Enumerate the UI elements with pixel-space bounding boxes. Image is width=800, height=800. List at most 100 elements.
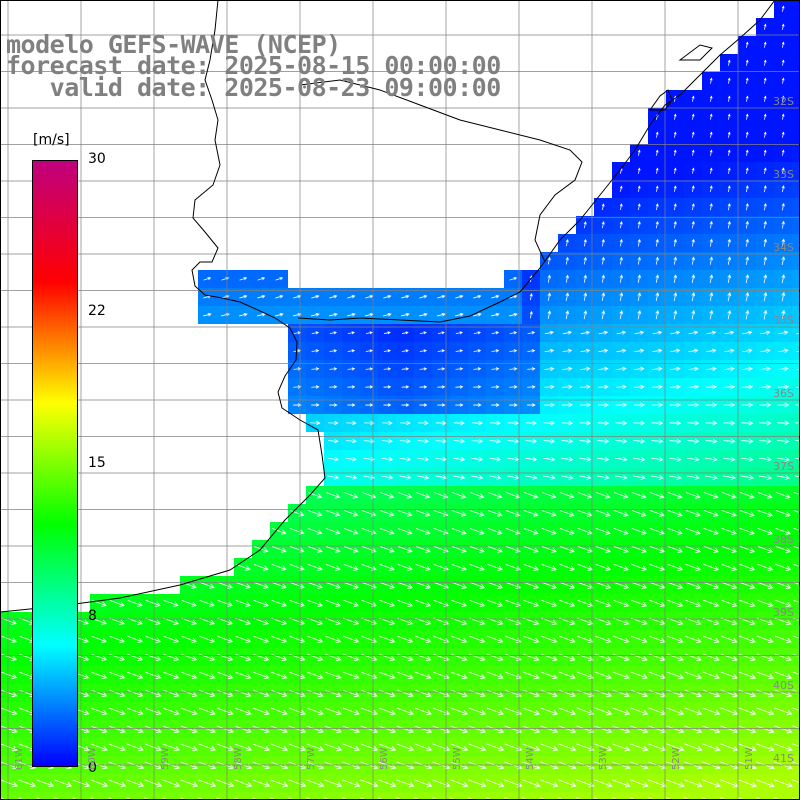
wind-arrow bbox=[414, 725, 433, 734]
field-cell bbox=[450, 792, 468, 800]
wind-arrow bbox=[669, 420, 682, 426]
wind-arrow bbox=[163, 689, 180, 698]
wind-arrow bbox=[655, 185, 659, 192]
wind-arrow bbox=[613, 563, 630, 571]
wind-arrow bbox=[745, 41, 749, 48]
wind-arrow bbox=[612, 725, 631, 734]
wind-arrow bbox=[108, 707, 126, 716]
wind-arrow bbox=[720, 671, 739, 680]
wind-arrow bbox=[36, 779, 55, 788]
wind-arrow bbox=[1, 671, 18, 679]
wind-arrow bbox=[721, 545, 738, 553]
wind-arrow bbox=[647, 797, 656, 800]
wind-arrow bbox=[652, 330, 663, 335]
wind-arrow bbox=[721, 510, 737, 517]
wind-arrow bbox=[781, 113, 785, 120]
wind-arrow bbox=[668, 474, 682, 481]
wind-arrow bbox=[361, 635, 378, 643]
wind-arrow bbox=[397, 599, 414, 607]
coastline bbox=[0, 0, 776, 613]
wind-arrow bbox=[684, 707, 703, 716]
wind-arrow bbox=[579, 474, 592, 480]
field-cell bbox=[792, 612, 800, 630]
wind-arrow bbox=[360, 743, 379, 752]
wind-arrow bbox=[775, 527, 792, 535]
wind-arrow bbox=[325, 564, 341, 571]
wind-arrow bbox=[397, 635, 414, 643]
wind-arrow bbox=[311, 349, 320, 353]
field-cell bbox=[396, 792, 414, 800]
wind-arrow bbox=[400, 312, 410, 317]
coastline-inland bbox=[299, 79, 583, 263]
wind-arrow bbox=[489, 438, 502, 444]
wind-arrow bbox=[199, 582, 215, 589]
wind-arrow bbox=[541, 599, 558, 607]
wind-arrow bbox=[739, 545, 756, 553]
wind-arrow bbox=[307, 635, 324, 643]
wind-arrow bbox=[583, 221, 587, 229]
lon-label: 51W bbox=[744, 747, 755, 770]
wind-arrow bbox=[292, 312, 302, 317]
wind-arrow bbox=[669, 438, 682, 444]
wind-arrow bbox=[145, 635, 162, 643]
wind-arrow bbox=[542, 492, 557, 499]
wind-arrow bbox=[289, 581, 305, 589]
wind-arrow bbox=[469, 599, 486, 607]
colorbar bbox=[32, 160, 78, 767]
wind-arrow bbox=[709, 131, 713, 138]
wind-arrow bbox=[684, 725, 703, 734]
wind-arrow bbox=[673, 203, 677, 211]
wind-arrow bbox=[180, 779, 199, 788]
wind-arrow bbox=[649, 545, 666, 553]
wind-arrow bbox=[702, 689, 721, 698]
field-cell bbox=[792, 486, 800, 504]
wind-arrow bbox=[311, 367, 320, 371]
wind-arrow bbox=[778, 348, 789, 353]
wind-arrow bbox=[684, 653, 702, 662]
field-cell bbox=[504, 792, 522, 800]
wind-arrow bbox=[633, 420, 646, 426]
wind-arrow bbox=[709, 113, 713, 120]
wind-arrow bbox=[235, 635, 252, 643]
field-cell bbox=[216, 792, 234, 800]
wind-arrow bbox=[311, 385, 320, 389]
wind-arrow bbox=[615, 438, 628, 444]
wind-arrow bbox=[216, 797, 224, 800]
field-cell bbox=[612, 792, 630, 800]
wind-arrow bbox=[270, 743, 289, 752]
wind-arrow bbox=[216, 725, 234, 734]
wind-arrow bbox=[613, 528, 629, 535]
wind-arrow bbox=[757, 563, 774, 571]
wind-arrow bbox=[252, 797, 260, 800]
field-cell bbox=[432, 792, 450, 800]
colorbar-tick-30: 30 bbox=[88, 151, 106, 167]
wind-arrow bbox=[781, 59, 785, 66]
wind-arrow bbox=[601, 274, 606, 283]
wind-arrow bbox=[453, 474, 466, 480]
wind-arrow bbox=[360, 689, 378, 698]
field-cell bbox=[792, 594, 800, 612]
wind-arrow bbox=[539, 797, 548, 800]
wind-arrow bbox=[559, 563, 576, 571]
wind-arrow bbox=[727, 256, 732, 265]
wind-arrow bbox=[436, 312, 446, 317]
wind-arrow bbox=[633, 456, 646, 462]
wind-arrow bbox=[579, 420, 592, 426]
wind-arrow bbox=[705, 402, 718, 408]
wind-arrow bbox=[727, 309, 732, 320]
wind-arrow bbox=[523, 563, 540, 571]
wind-arrow bbox=[415, 581, 432, 589]
field-cell bbox=[648, 792, 666, 800]
wind-arrow bbox=[54, 797, 62, 800]
wind-arrow bbox=[576, 707, 595, 716]
wind-arrow bbox=[619, 185, 623, 192]
wind-arrow bbox=[648, 725, 667, 734]
lon-label: 57W bbox=[306, 747, 317, 770]
field-cell bbox=[792, 450, 800, 468]
wind-arrow bbox=[364, 420, 375, 426]
wind-arrow bbox=[741, 420, 754, 426]
wind-arrow bbox=[541, 581, 558, 589]
wind-arrow bbox=[380, 492, 395, 499]
wind-arrow bbox=[108, 725, 126, 734]
